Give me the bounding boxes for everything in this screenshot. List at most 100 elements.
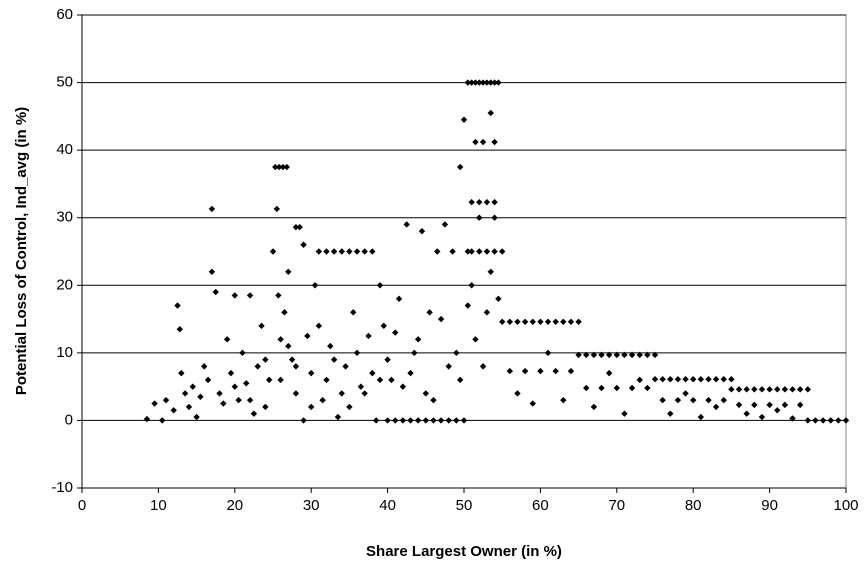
point [804,417,811,424]
point [812,417,819,424]
point [254,363,261,370]
point [376,376,384,384]
point [659,376,666,383]
point [204,376,212,384]
point [495,295,502,302]
point [231,383,238,390]
point [728,386,735,393]
point [468,79,475,86]
point [292,363,300,370]
point [285,268,292,275]
point [628,384,636,392]
point [720,396,727,404]
point [338,390,345,397]
point [369,369,376,377]
point [464,302,472,309]
point [453,417,460,424]
point [414,417,422,424]
point [277,376,284,384]
point [476,198,483,206]
point [170,407,177,414]
point [598,384,605,392]
point [456,163,464,171]
point [682,376,689,383]
plot-area [81,14,847,489]
point [491,214,498,221]
point [479,138,487,146]
point [827,417,834,424]
point [311,282,319,289]
point [193,413,200,421]
point [674,376,682,383]
point [197,393,204,400]
point [476,79,483,86]
point [605,369,613,377]
point [392,417,399,424]
point [456,376,464,384]
point [319,396,326,404]
point [567,318,575,325]
point [369,248,376,255]
point [235,396,242,404]
point [781,401,789,409]
y-tick-label: 0 [65,411,73,428]
point [279,163,287,171]
point [338,248,345,255]
point [712,376,720,383]
point [491,248,498,255]
point [621,351,628,359]
point [728,376,735,383]
point [323,248,330,255]
point [357,383,365,390]
point [491,138,498,146]
point [560,318,567,325]
point [468,248,475,255]
point [491,198,498,206]
point [464,79,472,86]
point [453,349,460,357]
point [483,79,491,86]
point [258,322,265,330]
point [735,386,743,393]
point [143,415,151,423]
point [327,342,334,350]
point [384,417,391,424]
point [468,282,475,289]
point [544,318,552,325]
x-tick-label: 30 [303,497,320,514]
point [460,116,468,123]
point [265,376,273,384]
point [239,349,246,357]
point [774,386,781,393]
point [201,363,208,370]
point [388,376,395,384]
point [246,396,254,404]
point [506,318,514,325]
point [418,228,426,235]
point [208,205,216,213]
point [441,221,449,228]
point [399,383,407,390]
point [288,356,296,363]
point [705,396,712,404]
point [758,386,766,393]
point [315,322,323,330]
point [560,396,567,404]
point [330,356,338,363]
point [422,417,429,424]
point [275,292,282,299]
point [392,329,399,336]
point [178,369,185,377]
x-axis-label: Share Largest Owner (in %) [366,543,562,560]
point [842,417,850,424]
point [472,336,479,343]
x-tick-label: 40 [379,497,396,514]
point [414,336,422,343]
point [151,400,158,407]
point [487,79,494,86]
point [705,376,712,383]
point [208,268,216,275]
point [521,318,529,325]
point [227,369,235,377]
